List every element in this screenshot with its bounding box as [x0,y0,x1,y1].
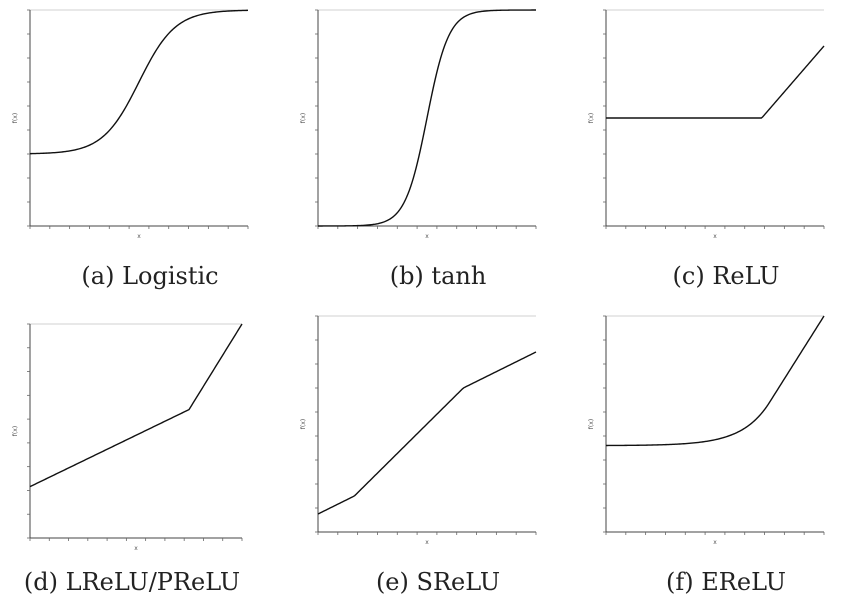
y-axis-label: f(x) [12,426,19,436]
chart-svg-d: f(x) x [12,323,243,552]
chart-caption-f: (f) EReLU [666,568,786,596]
y-axis-label: f(x) [300,419,307,429]
chart-panel-d: f(x) x (d) LReLU/PReLU [0,306,276,612]
chart-caption-a: (a) Logistic [81,262,219,290]
x-axis-label: x [425,539,429,546]
x-axis-label: x [425,233,429,240]
series-line [606,45,825,119]
series-line [318,9,536,227]
series-line [606,315,825,447]
x-axis-label: x [713,539,717,546]
chart-svg-e: f(x) x [300,315,537,546]
chart-caption-b: (b) tanh [389,262,487,290]
series-line [29,9,249,155]
chart-panel-b: f(x) x (b) tanh [294,0,582,306]
chart-panel-a: f(x) x (a) Logistic [6,0,294,306]
x-axis-label: x [713,233,717,240]
y-axis-label: f(x) [588,419,595,429]
chart-svg-c: f(x) x [588,9,825,240]
y-axis-label: f(x) [588,113,595,123]
series-line [317,351,537,515]
chart-caption-c: (c) ReLU [672,262,780,290]
chart-caption-e: (e) SReLU [375,568,501,596]
chart-panel-f: f(x) x (f) EReLU [582,306,865,612]
chart-caption-d: (d) LReLU/PReLU [23,568,241,596]
chart-svg-b: f(x) x [300,9,537,240]
series-line [29,323,243,488]
y-axis-label: f(x) [12,113,19,123]
chart-svg-a: f(x) x [12,9,249,240]
x-axis-label: x [134,545,138,552]
x-axis-label: x [137,233,141,240]
chart-svg-f: f(x) x [588,315,825,546]
chart-panel-c: f(x) x (c) ReLU [582,0,865,306]
y-axis-label: f(x) [300,113,307,123]
chart-panel-e: f(x) x (e) SReLU [294,306,582,612]
